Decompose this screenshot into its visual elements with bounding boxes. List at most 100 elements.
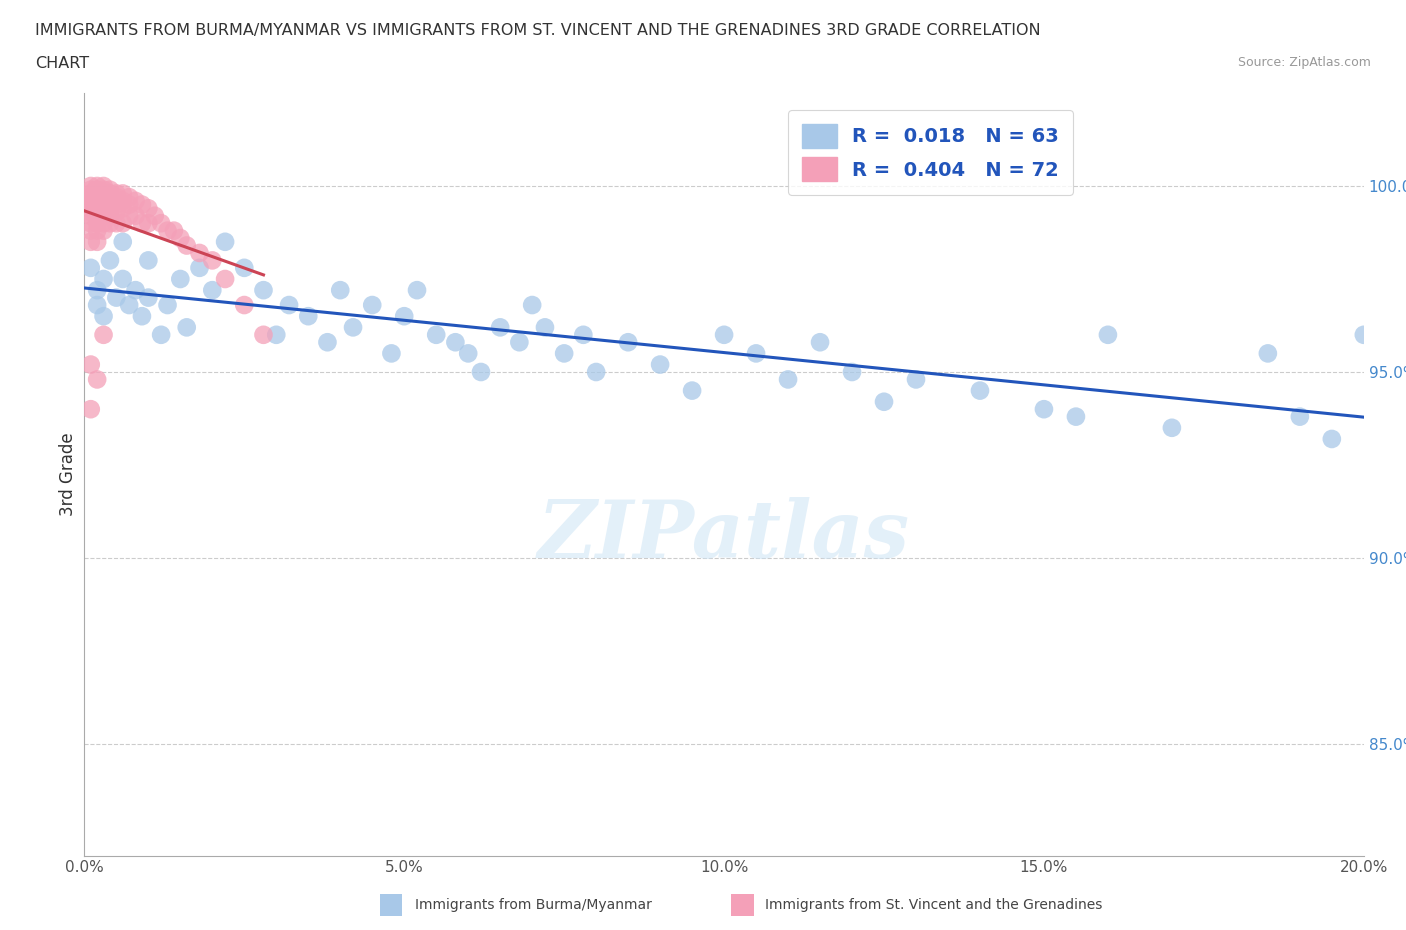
Point bbox=[648, 357, 672, 372]
Point bbox=[80, 260, 103, 275]
Point bbox=[124, 283, 146, 298]
Point bbox=[86, 205, 108, 219]
Point bbox=[80, 223, 103, 238]
Point bbox=[214, 234, 236, 249]
Point bbox=[1064, 409, 1087, 424]
Point bbox=[86, 197, 108, 212]
Point bbox=[86, 190, 108, 205]
Point bbox=[93, 309, 115, 324]
Point bbox=[86, 234, 108, 249]
Text: CHART: CHART bbox=[35, 56, 89, 71]
Point bbox=[585, 365, 607, 379]
Point bbox=[131, 309, 153, 324]
Point bbox=[841, 365, 863, 379]
Point bbox=[278, 298, 301, 312]
Point bbox=[93, 186, 115, 201]
Point bbox=[329, 283, 352, 298]
Point bbox=[80, 208, 103, 223]
Point bbox=[176, 320, 198, 335]
Point bbox=[80, 201, 103, 216]
Point bbox=[444, 335, 467, 350]
Point bbox=[681, 383, 703, 398]
Point bbox=[169, 272, 191, 286]
Legend: R =  0.018   N = 63, R =  0.404   N = 72: R = 0.018 N = 63, R = 0.404 N = 72 bbox=[789, 111, 1073, 194]
Point bbox=[86, 182, 108, 197]
Point bbox=[457, 346, 479, 361]
Point bbox=[93, 327, 115, 342]
Point bbox=[969, 383, 991, 398]
Point bbox=[1032, 402, 1054, 417]
Text: Immigrants from Burma/Myanmar: Immigrants from Burma/Myanmar bbox=[415, 897, 651, 912]
Point bbox=[553, 346, 575, 361]
Point bbox=[98, 201, 121, 216]
Point bbox=[713, 327, 735, 342]
Point bbox=[98, 253, 121, 268]
Point bbox=[105, 190, 128, 205]
Point bbox=[124, 208, 146, 223]
Point bbox=[93, 216, 115, 231]
Point bbox=[745, 346, 768, 361]
Point bbox=[80, 205, 103, 219]
Point bbox=[80, 234, 103, 249]
Point bbox=[86, 298, 108, 312]
Point bbox=[252, 327, 274, 342]
Point bbox=[534, 320, 557, 335]
Point bbox=[80, 186, 103, 201]
Point bbox=[163, 223, 186, 238]
Point bbox=[1353, 327, 1375, 342]
Point bbox=[111, 216, 134, 231]
Point bbox=[98, 208, 121, 223]
Point bbox=[143, 208, 166, 223]
Point bbox=[156, 223, 179, 238]
Point bbox=[105, 290, 128, 305]
Text: ZIPatlas: ZIPatlas bbox=[538, 497, 910, 574]
Point bbox=[118, 197, 141, 212]
Text: IMMIGRANTS FROM BURMA/MYANMAR VS IMMIGRANTS FROM ST. VINCENT AND THE GRENADINES : IMMIGRANTS FROM BURMA/MYANMAR VS IMMIGRA… bbox=[35, 23, 1040, 38]
Point bbox=[118, 208, 141, 223]
Point bbox=[111, 234, 134, 249]
Point bbox=[1161, 420, 1184, 435]
Point bbox=[86, 208, 108, 223]
Point bbox=[201, 283, 224, 298]
Point bbox=[105, 205, 128, 219]
Point bbox=[169, 231, 191, 246]
Text: Source: ZipAtlas.com: Source: ZipAtlas.com bbox=[1237, 56, 1371, 69]
Point bbox=[93, 201, 115, 216]
Point bbox=[124, 193, 146, 208]
Point bbox=[138, 216, 160, 231]
Point bbox=[406, 283, 429, 298]
Point bbox=[776, 372, 799, 387]
Point bbox=[131, 197, 153, 212]
Point bbox=[138, 253, 160, 268]
Point bbox=[105, 197, 128, 212]
Point bbox=[233, 260, 256, 275]
Point bbox=[138, 201, 160, 216]
Point bbox=[572, 327, 595, 342]
Point bbox=[98, 193, 121, 208]
Point bbox=[98, 186, 121, 201]
Point bbox=[188, 246, 211, 260]
Point bbox=[470, 365, 492, 379]
Point bbox=[93, 193, 115, 208]
Point bbox=[80, 402, 103, 417]
Point bbox=[508, 335, 530, 350]
Point bbox=[105, 216, 128, 231]
Point bbox=[86, 283, 108, 298]
Point bbox=[150, 216, 173, 231]
Point bbox=[489, 320, 512, 335]
Point bbox=[93, 190, 115, 205]
Point bbox=[252, 283, 274, 298]
Point bbox=[522, 298, 544, 312]
Point bbox=[80, 193, 103, 208]
Point bbox=[86, 186, 108, 201]
Point bbox=[297, 309, 319, 324]
Y-axis label: 3rd Grade: 3rd Grade bbox=[59, 432, 77, 516]
Point bbox=[80, 190, 103, 205]
Point bbox=[617, 335, 640, 350]
Point bbox=[80, 182, 103, 197]
Point bbox=[1288, 409, 1310, 424]
Point bbox=[98, 182, 121, 197]
Point bbox=[93, 208, 115, 223]
Point bbox=[118, 298, 141, 312]
Point bbox=[86, 193, 108, 208]
